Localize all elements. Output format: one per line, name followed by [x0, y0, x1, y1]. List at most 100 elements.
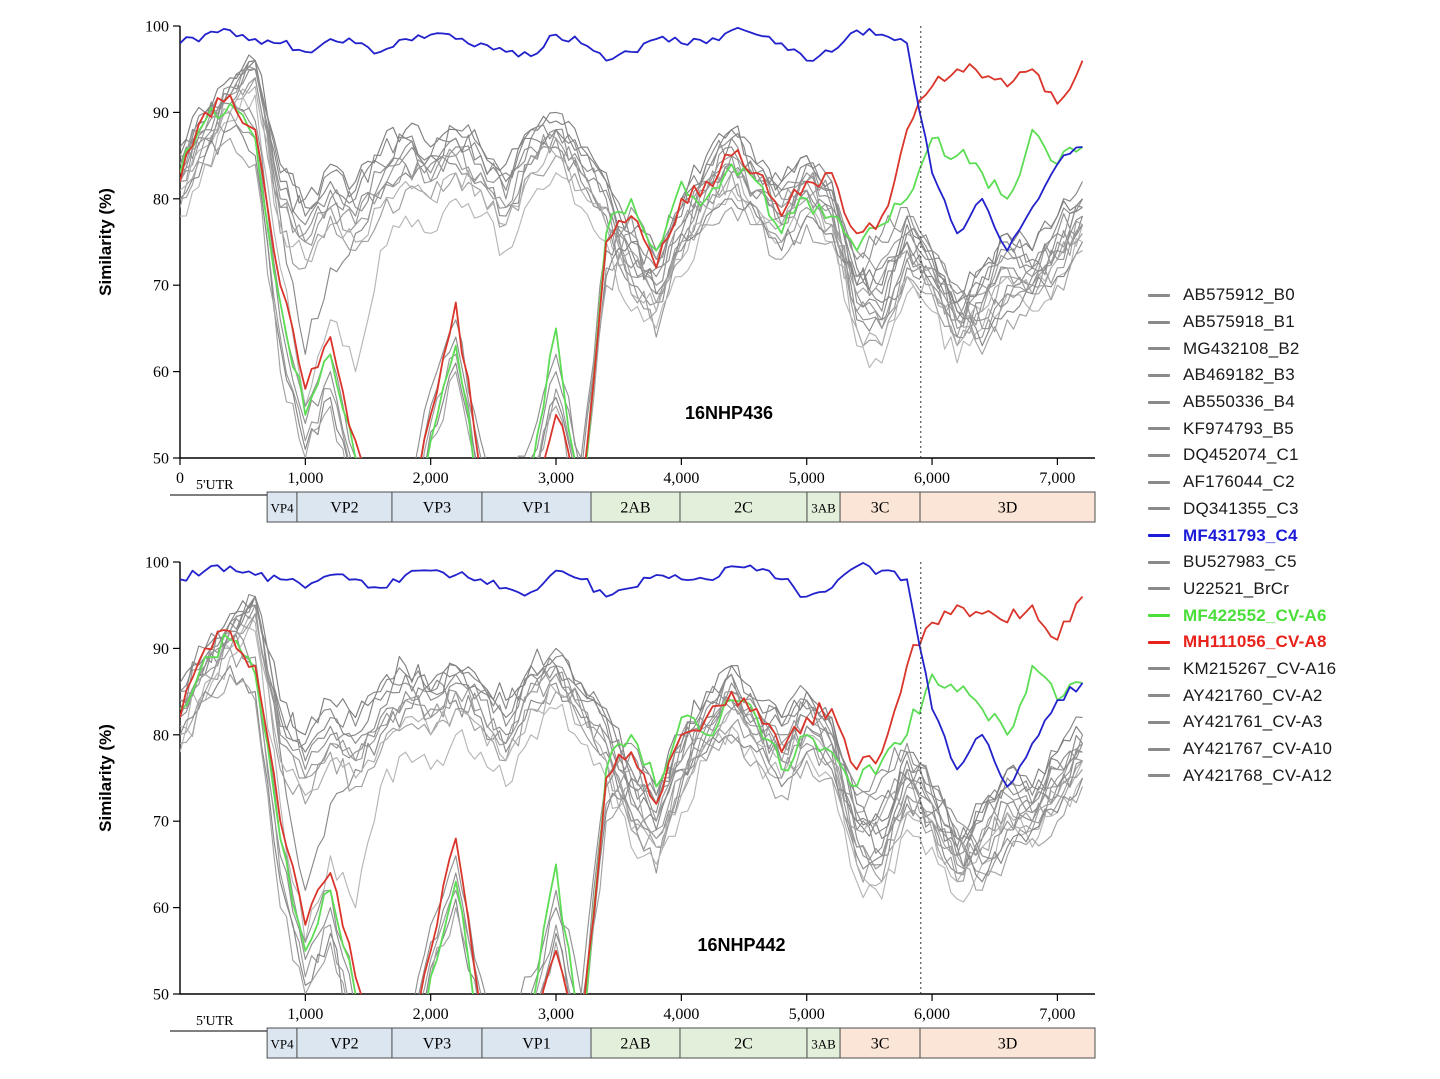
- legend-label: MG432108_B2: [1183, 338, 1300, 358]
- genome-region-2C: [679, 491, 808, 523]
- series-line-AF176044_C2: [180, 604, 1084, 857]
- y-tick-label: 90: [153, 641, 169, 658]
- series-line-DQ452074_C1: [180, 596, 1083, 844]
- panel-title: 16NHP436: [685, 403, 773, 423]
- genome-region-label: 2C: [734, 500, 753, 517]
- genome-region-label: VP4: [270, 1037, 294, 1052]
- series-line-KF974793_B5: [180, 85, 1084, 347]
- legend-line-swatch: [1148, 453, 1170, 457]
- genome-region-2C: [679, 1027, 808, 1059]
- series-line-MF431793_C4: [180, 26, 1083, 252]
- similarity-plot-16NHP442: 50 60 70 80 90 100 1,000 2,000 3,000 4,000 5,000 6,…: [96, 555, 1096, 1059]
- genome-region-label: 3D: [998, 1036, 1018, 1053]
- series-line-AY421761_CV-A3: [180, 124, 1084, 458]
- genome-region-label: 2C: [734, 1036, 753, 1053]
- legend-label: MF422552_CV-A6: [1183, 605, 1327, 625]
- series-line-AB575912_B0: [180, 65, 1084, 321]
- series-line-AY421768_CV-A12: [180, 673, 1084, 994]
- legend-label: DQ452074_C1: [1183, 445, 1299, 465]
- legend-line-swatch: [1148, 293, 1170, 297]
- legend-label: AB469182_B3: [1183, 365, 1295, 385]
- x-tick-label: 4,000: [663, 470, 699, 487]
- legend-line-swatch: [1148, 587, 1170, 591]
- legend-line-swatch: [1148, 427, 1170, 431]
- legend-item: AB575912_B0: [1148, 282, 1336, 309]
- genome-region-label: VP1: [522, 1036, 550, 1053]
- genome-region-label: 3AB: [811, 1037, 836, 1052]
- legend-line-swatch: [1148, 667, 1170, 671]
- genome-region-VP3: [391, 491, 483, 523]
- series-line-AY421761_CV-A3: [180, 665, 1084, 994]
- genome-region-2AB: [590, 1027, 681, 1059]
- series-line-MH111056_CV-A8: [180, 60, 1084, 458]
- legend-line-swatch: [1148, 694, 1170, 698]
- genome-region-3AB: [806, 1027, 841, 1059]
- series-line-MF422552_CV-A6: [180, 633, 1083, 994]
- genome-region-3AB: [806, 491, 841, 523]
- legend-label: AY421767_CV-A10: [1183, 739, 1333, 759]
- legend-label: AY421768_CV-A12: [1183, 765, 1333, 785]
- legend-item: AB550336_B4: [1148, 389, 1336, 416]
- x-tick-label: 2,000: [413, 1006, 449, 1023]
- y-tick-label: 70: [153, 814, 169, 831]
- genome-region-VP3: [391, 1027, 483, 1059]
- genome-region-2AB: [590, 491, 681, 523]
- legend-line-swatch: [1148, 347, 1170, 351]
- legend-label: AY421760_CV-A2: [1183, 685, 1323, 705]
- series-line-AY421768_CV-A12: [180, 137, 1083, 458]
- series-line-KM215267_CV-A16: [180, 634, 1083, 994]
- legend-line-swatch: [1148, 560, 1170, 564]
- genome-region-label: 2AB: [620, 1036, 650, 1053]
- series-line-KF974793_B5: [180, 615, 1084, 887]
- y-tick-label: 70: [153, 278, 169, 295]
- legend-item: AY421768_CV-A12: [1148, 762, 1336, 789]
- series-line-MF422552_CV-A6: [180, 102, 1084, 458]
- genome-region-VP1: [481, 491, 592, 523]
- genome-region-label: 3C: [871, 1036, 890, 1053]
- y-tick-label: 100: [145, 19, 169, 36]
- x-tick-label: 3,000: [538, 1006, 574, 1023]
- genome-region-label: 3C: [871, 500, 890, 517]
- series-line-U22521_BrCr: [180, 94, 1083, 407]
- y-tick-label: 60: [153, 900, 169, 917]
- genome-region-label: VP3: [423, 500, 451, 517]
- legend-item: MH111056_CV-A8: [1148, 629, 1336, 656]
- series-line-AY421760_CV-A2: [180, 111, 1083, 458]
- x-tick-label: 1,000: [287, 470, 323, 487]
- genome-region-3D: [919, 1027, 1096, 1059]
- x-tick-label: 1,000: [287, 1006, 323, 1023]
- genome-region-label: VP2: [330, 500, 358, 517]
- genome-region-label: VP4: [270, 501, 294, 516]
- legend-item: AB575918_B1: [1148, 309, 1336, 336]
- y-tick-label: 60: [153, 364, 169, 381]
- legend-item: AY421761_CV-A3: [1148, 709, 1336, 736]
- legend-item: AY421760_CV-A2: [1148, 682, 1336, 709]
- utr-label: 5'UTR: [196, 478, 234, 493]
- legend-item: KF974793_B5: [1148, 415, 1336, 442]
- legend-label: KM215267_CV-A16: [1183, 658, 1337, 678]
- legend-line-swatch: [1148, 373, 1170, 377]
- y-axis-title: Similarity (%): [96, 188, 115, 296]
- panel-title: 16NHP442: [698, 935, 786, 955]
- genome-region-3C: [839, 1027, 921, 1059]
- legend-line-swatch: [1148, 720, 1170, 724]
- legend-line-swatch: [1148, 507, 1170, 511]
- legend-line-swatch: [1148, 480, 1170, 484]
- x-tick-label: 6,000: [914, 1006, 950, 1023]
- legend-label: AB550336_B4: [1183, 392, 1295, 412]
- x-tick-label: 4,000: [663, 1006, 699, 1023]
- legend-item: MF422552_CV-A6: [1148, 602, 1336, 629]
- legend-item: AF176044_C2: [1148, 469, 1336, 496]
- genome-region-label: VP2: [330, 1036, 358, 1053]
- y-tick-label: 100: [145, 555, 169, 572]
- y-tick-label: 50: [153, 987, 169, 1004]
- legend-label: DQ341355_C3: [1183, 498, 1299, 518]
- x-tick-label: 7,000: [1039, 1006, 1075, 1023]
- genome-region-label: VP1: [522, 500, 550, 517]
- legend-line-swatch: [1148, 640, 1170, 644]
- genome-region-label: VP3: [423, 1036, 451, 1053]
- legend-label: MH111056_CV-A8: [1183, 632, 1327, 652]
- x-tick-label: 7,000: [1039, 470, 1075, 487]
- series-line-U22521_BrCr: [180, 626, 1083, 943]
- series-line-DQ452074_C1: [180, 54, 1083, 304]
